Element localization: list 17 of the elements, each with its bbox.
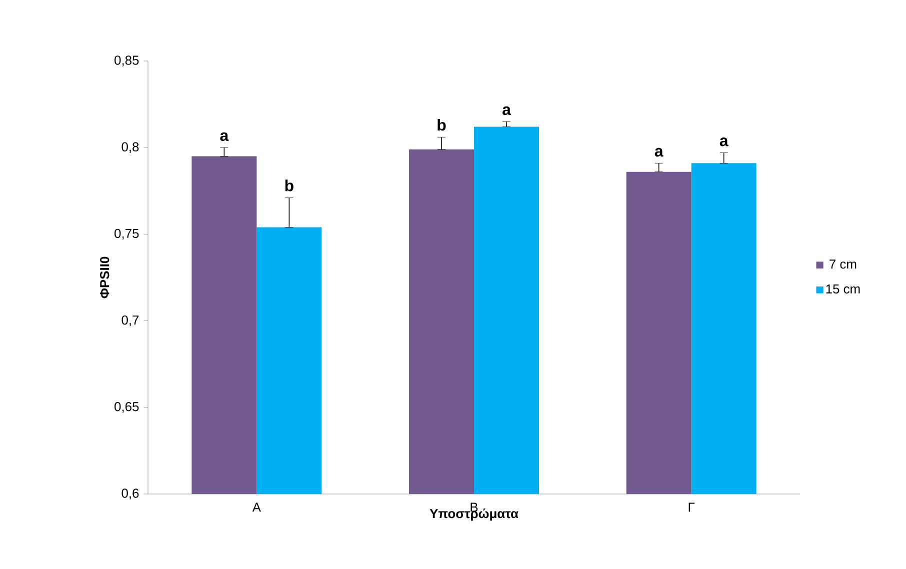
annotation: a — [720, 138, 728, 146]
annotation: a — [220, 132, 229, 142]
y-tick-label: 0,85 — [114, 56, 139, 66]
x-tick-label: Α — [252, 502, 261, 512]
annotation: a — [654, 148, 664, 157]
legend-label: 15 cm — [826, 284, 860, 294]
annotation: b — [438, 118, 446, 131]
legend-label: 7 cm — [830, 260, 856, 269]
y-tick-label: 0,7 — [122, 315, 139, 326]
y-tick-label: 0,8 — [122, 142, 139, 153]
y-axis-title: ΦPSII0 — [100, 256, 110, 298]
y-tick-label: 0,6 — [122, 488, 139, 500]
annotation: b — [285, 180, 294, 192]
annotation: a — [502, 106, 512, 116]
x-tick-label: Γ — [688, 502, 695, 512]
y-tick-label: 0,65 — [114, 402, 139, 413]
y-tick-label: 0,75 — [114, 228, 139, 240]
